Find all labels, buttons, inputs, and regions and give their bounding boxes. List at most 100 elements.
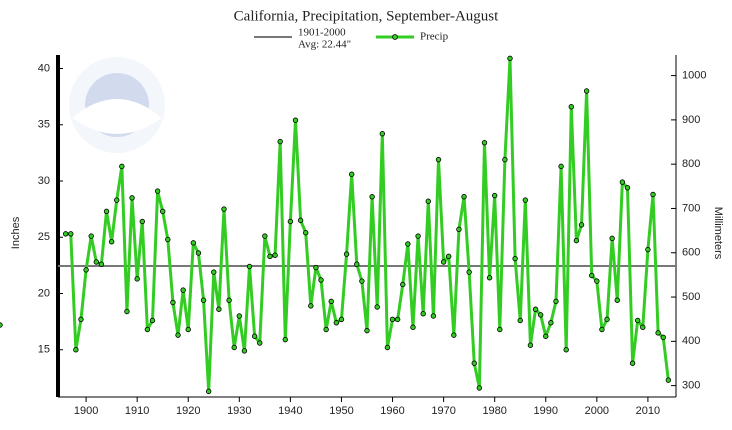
x-tick-label: 1930 [227, 405, 251, 417]
precip-point [103, 208, 110, 215]
precip-point [313, 264, 319, 271]
precip-point [619, 179, 626, 185]
precip-point [609, 235, 615, 242]
precip-point [124, 308, 130, 315]
precip-point [88, 233, 94, 239]
precip-point [522, 197, 529, 203]
precip-point [665, 377, 672, 383]
precip-point [650, 191, 656, 198]
precip-point [226, 297, 232, 303]
precip-point [568, 104, 574, 110]
precip-point [282, 336, 288, 343]
precip-point [451, 332, 457, 338]
precip-point [502, 156, 508, 163]
precip-point [364, 327, 370, 334]
y2-axis-label: Millimeters [712, 207, 724, 260]
precip-point [272, 252, 278, 258]
y2-tick-label: 600 [682, 247, 700, 259]
x-tick-label: 1920 [176, 405, 200, 417]
x-tick-label: 1910 [125, 405, 149, 417]
precip-point [599, 326, 605, 333]
precip-point [583, 88, 590, 94]
precip-point [338, 316, 345, 323]
precip-point [558, 163, 564, 170]
precip-point [476, 385, 483, 391]
legend-ref-label: Avg: 22.44" [298, 39, 351, 51]
precip-point [461, 194, 467, 200]
precip-point [262, 233, 268, 239]
precip-point [589, 272, 595, 279]
precip-point [165, 236, 171, 243]
precip-point [532, 306, 539, 312]
precip-point [410, 324, 416, 330]
precip-point [343, 251, 350, 257]
logo-circle [69, 57, 165, 153]
legend-ref-name: 1901-2000 [298, 27, 346, 39]
precip-point [114, 197, 120, 203]
precip-point [241, 348, 248, 354]
precip-point [170, 299, 176, 306]
precip-point [303, 230, 309, 236]
y-tick-label: 40 [38, 62, 50, 74]
precip-point [246, 263, 253, 270]
precip-point [160, 208, 166, 215]
precip-point [134, 276, 140, 282]
precip-point [205, 388, 212, 395]
chart-title: California, Precipitation, September-Aug… [234, 8, 499, 24]
legend-series-name: Precip [420, 31, 449, 43]
precip-point [573, 237, 580, 244]
precip-point [425, 198, 431, 204]
precip-point [62, 231, 69, 237]
y2-tick-label: 900 [682, 114, 700, 126]
precip-point [333, 320, 340, 326]
precip-point [277, 138, 283, 145]
precip-point [481, 140, 488, 146]
x-tick-label: 1970 [431, 405, 455, 417]
precip-point [634, 317, 641, 324]
precip-point [231, 344, 237, 351]
y2-tick-label: 700 [682, 202, 700, 214]
precip-point [405, 241, 411, 247]
precip-point [108, 239, 115, 245]
precip-point [354, 261, 360, 267]
precip-point [629, 360, 636, 366]
precip-point [359, 278, 365, 284]
precip-point [553, 298, 559, 305]
precip-point [640, 324, 646, 330]
precip-point [456, 226, 462, 233]
precip-point [446, 253, 452, 260]
legend-series-marker [392, 34, 398, 40]
logo-wave [72, 99, 162, 134]
precip-point [527, 342, 534, 348]
precip-point [185, 326, 191, 333]
precip-point [594, 278, 600, 284]
precip-point [548, 320, 554, 326]
precip-point [73, 347, 79, 353]
y-tick-label: 25 [38, 231, 50, 243]
precip-point [430, 313, 437, 319]
precip-point [267, 253, 273, 260]
precip-point [175, 332, 181, 338]
y2-tick-label: 1000 [682, 70, 706, 82]
precip-point [537, 312, 544, 318]
precip-point [139, 218, 145, 225]
noaa-logo [69, 57, 165, 153]
precip-point [655, 330, 661, 336]
precip-point [93, 259, 100, 265]
precip-point [287, 218, 294, 225]
precip-point [221, 206, 227, 212]
precip-point [195, 250, 202, 256]
x-tick-label: 2010 [636, 405, 660, 417]
precip-point [578, 222, 585, 228]
y2-tick-label: 400 [682, 335, 700, 347]
y-axis-label: Inches [10, 216, 22, 249]
precip-point [348, 171, 355, 177]
precip-point [308, 303, 314, 309]
precip-point [543, 333, 549, 339]
precip-point [512, 255, 518, 262]
precip-point [369, 194, 375, 200]
precip-point [415, 233, 421, 239]
precip-point [471, 360, 477, 366]
precip-point [491, 192, 498, 199]
